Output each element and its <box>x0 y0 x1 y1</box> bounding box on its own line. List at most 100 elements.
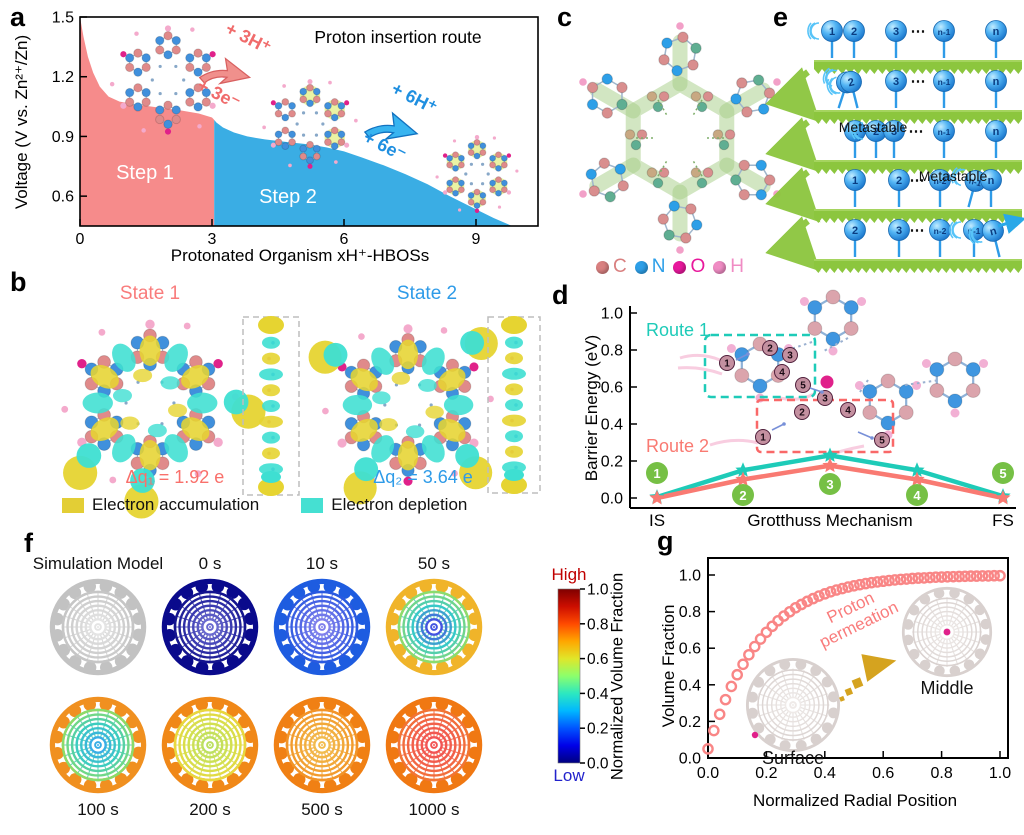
molecule-graphic <box>262 79 358 169</box>
panel-b: b State 1 State 2 Δq₁ = 1.92 e Δq₂ = 3.6… <box>0 255 545 520</box>
simulation-wheel <box>49 696 147 794</box>
svg-text:IS: IS <box>649 511 665 530</box>
svg-text:0.4: 0.4 <box>601 417 623 434</box>
substrate-bar <box>814 259 1022 273</box>
side-view-slab <box>487 316 541 494</box>
svg-text:0.8: 0.8 <box>930 765 952 782</box>
svg-text:⋯: ⋯ <box>909 123 924 140</box>
proton-ball: n-1 <box>949 219 985 257</box>
step-number-badge <box>819 473 841 495</box>
side-view-slab <box>242 316 300 496</box>
colorbar-title: Normalized Volume Fraction <box>608 572 627 781</box>
svg-text:2: 2 <box>847 76 856 89</box>
vibration-icon <box>853 122 860 140</box>
proton-ball: 3 <box>885 70 907 108</box>
proton-dot-surface <box>751 731 759 739</box>
panel-b-label: b <box>10 267 27 297</box>
atom-legend-O: O <box>673 256 705 278</box>
simulation-wheels-graphic: Simulation Model 0 s 10 s 50 s 100 s 200 s 500… <box>33 554 609 819</box>
svg-text:9: 9 <box>472 231 481 248</box>
hop-direction-arrow-icon <box>997 213 1024 234</box>
svg-text:n: n <box>989 225 999 238</box>
simulation-wheel <box>161 696 259 794</box>
proton-ball: n <box>980 169 1002 207</box>
atom-legend-H: H <box>713 256 744 278</box>
depletion-swatch-icon <box>301 497 324 513</box>
delta-q1-value: Δq₁ = 1.92 e <box>125 467 225 487</box>
svg-text:0.2: 0.2 <box>679 714 701 731</box>
svg-text:0 s: 0 s <box>199 554 222 573</box>
svg-text:1.0: 1.0 <box>601 306 623 323</box>
oxygen-atom-icon <box>820 375 834 389</box>
svg-text:0.6: 0.6 <box>872 765 894 782</box>
svg-text:3: 3 <box>208 231 217 248</box>
vibration-icon <box>951 167 958 184</box>
svg-text:0.4: 0.4 <box>814 765 836 782</box>
proton-ball: 2 <box>843 20 865 58</box>
proton-ball: 2 <box>888 169 910 207</box>
svg-text:10 s: 10 s <box>306 554 338 573</box>
depletion-label: Electron depletion <box>331 495 468 514</box>
volume-fraction-series <box>702 569 1006 755</box>
proton-ball: 3 <box>888 219 910 257</box>
proton-ball: n-1 <box>951 167 987 208</box>
proton-dot-middle <box>943 628 951 636</box>
svg-text:100 s: 100 s <box>77 800 119 819</box>
proton-insertion-route-title: Proton insertion route <box>314 27 482 47</box>
step1-area <box>80 17 215 226</box>
panel-f-label: f <box>24 528 33 558</box>
svg-text:n-1: n-1 <box>938 127 951 137</box>
protonation-axis-label: Protonated Organism xH⁺-HBOSs <box>170 246 430 265</box>
svg-text:2: 2 <box>873 126 879 138</box>
vibration-icon <box>829 76 841 94</box>
panel-g: 0.0 0.2 0.4 0.6 0.8 1.0 0.0 0.2 0.4 0.6 0.8 1.0 g P… <box>655 520 1024 835</box>
panel-c-label: c <box>557 2 573 32</box>
simulation-wheel <box>161 578 259 676</box>
svg-text:5: 5 <box>879 436 885 447</box>
proton-ball: n <box>985 20 1007 58</box>
volume-fraction-axis-label: Volume Fraction <box>659 604 678 728</box>
vibration-icon <box>822 67 830 84</box>
simulation-wheel <box>49 578 147 676</box>
svg-text:1: 1 <box>829 26 835 38</box>
svg-text:0.4: 0.4 <box>587 686 609 703</box>
simulation-wheel <box>901 586 993 678</box>
svg-text:1.0: 1.0 <box>989 765 1011 782</box>
svg-text:⋯: ⋯ <box>910 172 925 189</box>
svg-text:3: 3 <box>893 26 899 38</box>
svg-text:2: 2 <box>852 225 858 237</box>
svg-text:0.0: 0.0 <box>697 765 719 782</box>
panel-f: Simulation Model 0 s 10 s 50 s 100 s 200 s 500… <box>20 520 660 835</box>
N-atom-icon <box>634 260 648 274</box>
charge-density-cloud <box>61 319 266 519</box>
molecule-graphic <box>109 25 227 135</box>
vibration-icon <box>953 168 962 185</box>
svg-text:3: 3 <box>787 351 793 362</box>
svg-text:0.2: 0.2 <box>587 721 609 738</box>
step-number-badge <box>732 484 754 506</box>
electron-depletion-legend-item: Electron depletion <box>301 495 467 515</box>
panel-a: 0.6 0.9 1.2 1.5 0 3 6 9 a Proton insertion rout… <box>0 0 545 292</box>
svg-text:n-1: n-1 <box>968 175 983 188</box>
reaction-arrow-icon <box>198 57 252 85</box>
svg-text:1.2: 1.2 <box>52 69 74 86</box>
svg-text:1.0: 1.0 <box>679 568 701 585</box>
transition-arrow-icon <box>765 67 821 123</box>
svg-text:n-1: n-1 <box>968 226 981 236</box>
svg-text:3: 3 <box>822 394 828 405</box>
colorbar-high-label: High <box>551 565 587 584</box>
svg-text:n-2: n-2 <box>934 176 947 186</box>
panel-e-label: e <box>773 2 789 32</box>
svg-text:0: 0 <box>76 231 85 248</box>
svg-text:n: n <box>993 126 1000 138</box>
svg-text:3: 3 <box>893 76 899 88</box>
svg-text:0.6: 0.6 <box>601 380 623 397</box>
surface-label: Surface <box>761 748 825 768</box>
vibration-icon <box>854 122 864 140</box>
substrate-bar <box>814 209 1022 223</box>
substrate-bar <box>814 60 1022 74</box>
svg-text:3: 3 <box>826 477 833 492</box>
volume-fraction-chart: 0.0 0.2 0.4 0.6 0.8 1.0 0.0 0.2 0.4 0.6 0.8 1.0 <box>679 557 1011 782</box>
substrate-bar <box>814 160 1022 174</box>
